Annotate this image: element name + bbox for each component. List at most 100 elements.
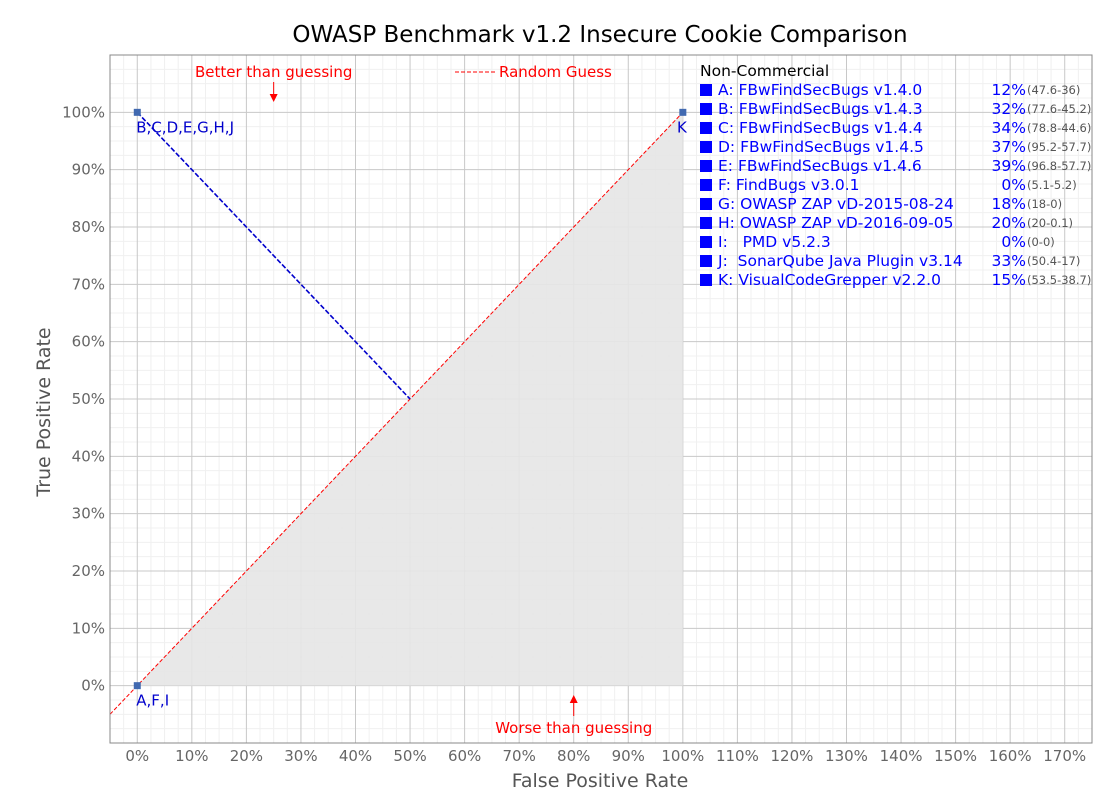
x-axis-label: False Positive Rate	[512, 770, 689, 792]
legend-entry-score: 20%	[991, 214, 1026, 232]
chart-title: OWASP Benchmark v1.2 Insecure Cookie Com…	[292, 22, 907, 48]
legend-marker	[700, 160, 712, 172]
legend-entry: K: VisualCodeGrepper v2.2.0 15% (53.5-38.7…	[700, 271, 1112, 290]
y-axis-ticks: 0% 10% 20% 30% 40% 50% 60% 70% 80% 90% 100%	[62, 103, 105, 694]
legend-entry-name: C: FBwFindSecBugs v1.4.4	[718, 119, 923, 137]
x-tick-label: 40%	[339, 747, 372, 765]
legend-title: Non-Commercial	[700, 62, 830, 80]
average-score-line	[136, 111, 411, 400]
legend-entry-range: (5.1-5.2)	[1027, 178, 1077, 192]
legend-entry-name: K: VisualCodeGrepper v2.2.0	[718, 271, 941, 289]
legend-entry: C: FBwFindSecBugs v1.4.4 34% (78.8-44.6)	[700, 119, 1112, 138]
legend-entry-range: (47.6-36)	[1027, 83, 1081, 97]
legend-entry-range: (20-0.1)	[1027, 216, 1074, 230]
plot-border	[109, 54, 1093, 744]
data-point-label: K	[677, 118, 688, 136]
legend-entry: B: FBwFindSecBugs v1.4.3 32% (77.6-45.2)	[700, 100, 1112, 119]
legend-entry: G: OWASP ZAP vD-2015-08-24 18% (18-0)	[700, 195, 1112, 214]
x-tick-label: 10%	[175, 747, 208, 765]
data-point-label: B,C,D,E,G,H,J	[136, 118, 234, 136]
legend-entry-name: G: OWASP ZAP vD-2015-08-24	[718, 195, 954, 213]
data-point	[133, 108, 141, 116]
x-tick-label: 100%	[661, 747, 704, 765]
legend-marker	[700, 274, 712, 286]
x-tick-label: 20%	[230, 747, 263, 765]
x-axis-ticks: 0% 10% 20% 30% 40% 50% 60% 70% 80% 90% 100% 110% 120…	[125, 747, 1086, 765]
y-tick-label: 10%	[72, 619, 105, 637]
legend-entry-range: (95.2-57.7)	[1027, 140, 1092, 154]
x-tick-label: 110%	[716, 747, 759, 765]
legend-marker	[700, 103, 712, 115]
legend-entry-range: (96.8-57.7)	[1027, 159, 1092, 173]
x-tick-label: 90%	[612, 747, 645, 765]
legend-entry-score: 15%	[991, 271, 1026, 289]
worse-arrow-head	[569, 695, 578, 703]
legend-entry-score: 33%	[991, 252, 1026, 270]
x-tick-label: 80%	[557, 747, 590, 765]
worse-than-guessing-label: Worse than guessing	[495, 719, 652, 737]
data-point-label: A,F,I	[136, 692, 169, 710]
legend-entry: E: FBwFindSecBugs v1.4.6 39% (96.8-57.7)	[700, 157, 1112, 176]
random-guess-label: Random Guess	[499, 63, 612, 81]
legend-marker	[700, 122, 712, 134]
legend-marker	[700, 217, 712, 229]
legend-entry-score: 18%	[991, 195, 1026, 213]
legend-entry-name: F: FindBugs v3.0.1	[718, 176, 860, 194]
data-point	[679, 108, 687, 116]
legend-entry-range: (50.4-17)	[1027, 254, 1081, 268]
better-arrow-head	[269, 94, 278, 102]
x-tick-label: 160%	[989, 747, 1032, 765]
x-tick-label: 120%	[770, 747, 813, 765]
x-tick-label: 70%	[502, 747, 535, 765]
legend-entry: A: FBwFindSecBugs v1.4.0 12% (47.6-36)	[700, 81, 1112, 100]
legend-entry-range: (0-0)	[1027, 235, 1055, 249]
legend-entry-name: A: FBwFindSecBugs v1.4.0	[718, 81, 923, 99]
x-tick-label: 150%	[934, 747, 977, 765]
y-tick-label: 20%	[72, 562, 105, 580]
legend-entry: I: PMD v5.2.3 0% (0-0)	[700, 233, 1112, 252]
legend-entry-score: 39%	[991, 157, 1026, 175]
legend-marker	[700, 84, 712, 96]
y-tick-label: 90%	[72, 161, 105, 179]
legend-entries: A: FBwFindSecBugs v1.4.0 12% (47.6-36) B: F…	[700, 81, 1112, 290]
annotations: Better than guessing Worse than guessing…	[195, 63, 652, 737]
legend-entry-range: (78.8-44.6)	[1027, 121, 1092, 135]
legend-entry-score: 12%	[991, 81, 1026, 99]
legend-entry-name: D: FBwFindSecBugs v1.4.5	[718, 138, 924, 156]
y-tick-label: 50%	[72, 390, 105, 408]
x-tick-label: 60%	[448, 747, 481, 765]
legend-entry: F: FindBugs v3.0.1 0% (5.1-5.2)	[700, 176, 1112, 195]
x-tick-label: 170%	[1043, 747, 1086, 765]
data-point	[133, 682, 141, 690]
legend-marker	[700, 236, 712, 248]
legend-marker	[700, 198, 712, 210]
y-tick-label: 80%	[72, 218, 105, 236]
legend-marker	[700, 141, 712, 153]
legend-entry-range: (18-0)	[1027, 197, 1063, 211]
y-tick-label: 70%	[72, 275, 105, 293]
legend-entry: J: SonarQube Java Plugin v3.14 33% (50.4-1…	[700, 252, 1112, 271]
legend-entry-name: J: SonarQube Java Plugin v3.14	[718, 252, 963, 270]
y-tick-label: 60%	[72, 333, 105, 351]
y-tick-label: 0%	[81, 677, 105, 695]
legend-entry-name: I: PMD v5.2.3	[718, 233, 831, 251]
legend-marker	[700, 179, 712, 191]
legend-entry-score: 0%	[1001, 233, 1026, 251]
x-tick-label: 140%	[880, 747, 923, 765]
x-tick-label: 50%	[393, 747, 426, 765]
legend-marker	[700, 255, 712, 267]
legend-entry-name: H: OWASP ZAP vD-2016-09-05	[718, 214, 954, 232]
better-than-guessing-label: Better than guessing	[195, 63, 352, 81]
y-axis-label: True Positive Rate	[33, 327, 55, 497]
y-tick-label: 100%	[62, 103, 105, 121]
data-points: B,C,D,E,G,H,J K A,F,I	[133, 108, 688, 710]
legend-entry-name: B: FBwFindSecBugs v1.4.3	[718, 100, 923, 118]
legend-entry-name: E: FBwFindSecBugs v1.4.6	[718, 157, 922, 175]
x-tick-label: 0%	[125, 747, 149, 765]
legend: Non-Commercial A: FBwFindSecBugs v1.4.0 1…	[700, 62, 1112, 290]
legend-entry-range: (53.5-38.7)	[1027, 273, 1092, 287]
y-tick-label: 30%	[72, 505, 105, 523]
x-tick-label: 30%	[284, 747, 317, 765]
legend-entry-range: (77.6-45.2)	[1027, 102, 1092, 116]
